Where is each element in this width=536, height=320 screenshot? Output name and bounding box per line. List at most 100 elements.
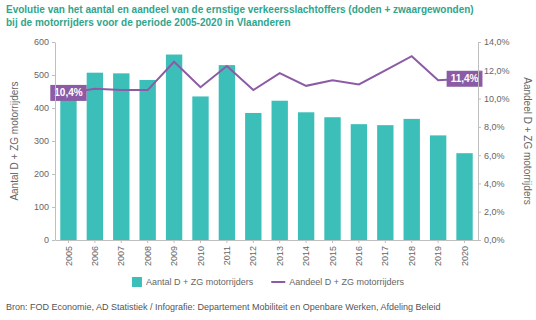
bar [430, 135, 446, 240]
tick-mark [478, 155, 481, 156]
tick-label: 600 [34, 37, 49, 47]
tick: 2006 [90, 240, 100, 266]
tick-label: 0,0% [484, 235, 505, 245]
tick: 2016 [354, 240, 364, 266]
marks [60, 55, 472, 240]
tick: 2012 [248, 240, 258, 266]
tick: 100 [34, 202, 55, 212]
tick-mark [438, 240, 439, 243]
legend-label: Aandeel D + ZG motorrijders [289, 277, 404, 287]
tick: 0,0% [478, 235, 505, 245]
tick: 2018 [407, 240, 417, 266]
tick-label: 2020 [460, 246, 470, 266]
tick-label: 2,0% [484, 207, 505, 217]
tick-mark [478, 240, 481, 241]
tick-label: 2015 [328, 246, 338, 266]
tick: 2015 [328, 240, 338, 266]
tick: 2011 [222, 240, 232, 265]
tick-label: 2012 [248, 246, 258, 266]
tick-label: 2008 [143, 246, 153, 266]
tick: 2007 [116, 240, 126, 266]
bar [166, 55, 182, 240]
tick-label: 14,0% [484, 37, 510, 47]
tick: 2010 [196, 240, 206, 266]
bar [298, 112, 314, 240]
bar [60, 87, 76, 240]
tick-mark [411, 240, 412, 243]
tick-mark [478, 212, 481, 213]
tick: 2017 [380, 240, 390, 266]
tick-mark [478, 183, 481, 184]
bar [404, 119, 420, 240]
data-label-box [447, 71, 483, 87]
tick-mark [478, 127, 481, 128]
title: Evolutie van het aantal en aandeel van d… [6, 4, 474, 15]
tick-mark [147, 240, 148, 243]
bar [272, 101, 288, 240]
tick-label: 6,0% [484, 151, 505, 161]
tick: 600 [34, 37, 55, 47]
tick: 2009 [169, 240, 179, 266]
legend-item: Aandeel D + ZG motorrijders [271, 277, 404, 287]
tick-label: 2010 [196, 246, 206, 266]
tick-label: 300 [34, 136, 49, 146]
tick-mark [52, 42, 55, 43]
axis-line [56, 240, 479, 241]
tick: 2005 [64, 240, 74, 266]
chart: Evolutie van het aantal en aandeel van d… [0, 0, 536, 320]
tick-mark [332, 240, 333, 243]
bar [456, 153, 472, 240]
x-axis: 2005 2006 2007 2008 2009 2010 2011 2012 2013 2014… [56, 240, 479, 266]
tick-label: 8,0% [484, 122, 505, 132]
legend-label: Aantal D + ZG motorrijders [146, 277, 254, 287]
tick: 2,0% [478, 207, 505, 217]
bar [87, 73, 103, 240]
data-label-text: 11,4% [451, 73, 479, 84]
bar [377, 125, 393, 240]
tick-mark [52, 75, 55, 76]
bar [324, 117, 340, 240]
tick: 2019 [433, 240, 443, 266]
bar [351, 124, 367, 240]
bar [245, 113, 261, 240]
tick: 10,0% [478, 94, 510, 104]
tick-mark [200, 240, 201, 243]
tick: 2008 [143, 240, 153, 266]
tick-label: 2011 [222, 246, 232, 265]
tick-mark [478, 99, 481, 100]
tick: 2020 [460, 240, 470, 266]
y2-axis: 0,0%2,0%4,0%6,0%8,0%10,0%12,0%14,0% [478, 37, 510, 245]
tick-label: 2019 [433, 246, 443, 266]
y2-axis-title: Aandeel D + ZG motorrijders [522, 77, 533, 205]
bar [139, 80, 155, 240]
tick-mark [52, 108, 55, 109]
tick-label: 0 [44, 235, 49, 245]
tick-mark [68, 240, 69, 243]
tick-mark [174, 240, 175, 243]
line [68, 56, 464, 93]
tick-mark [52, 174, 55, 175]
tick: 4,0% [478, 179, 505, 189]
tick: 14,0% [478, 37, 510, 47]
tick-label: 10,0% [484, 94, 510, 104]
tick: 2013 [275, 240, 285, 266]
tick-label: 2009 [169, 246, 179, 266]
tick-mark [226, 240, 227, 243]
tick-label: 2016 [354, 246, 364, 266]
title: bij de motorrijders voor de periode 2005… [6, 17, 291, 28]
tick-label: 4,0% [484, 179, 505, 189]
data-labels: 10,4%11,4% [50, 71, 482, 101]
tick-label: 2013 [275, 246, 285, 266]
tick-mark [306, 240, 307, 243]
bar-series [60, 55, 472, 240]
tick-label: 200 [34, 169, 49, 179]
source: Bron: FOD Economie, AD Statistiek / Info… [6, 302, 441, 312]
tick-label: 2014 [301, 246, 311, 266]
tick-mark [478, 70, 481, 71]
tick: 8,0% [478, 122, 505, 132]
tick-label: 2006 [90, 246, 100, 266]
bar [192, 96, 208, 240]
y-axis-title: Aantal D + ZG motorrijders [9, 81, 20, 200]
tick-label: 2017 [380, 246, 390, 266]
tick: 500 [34, 70, 55, 80]
